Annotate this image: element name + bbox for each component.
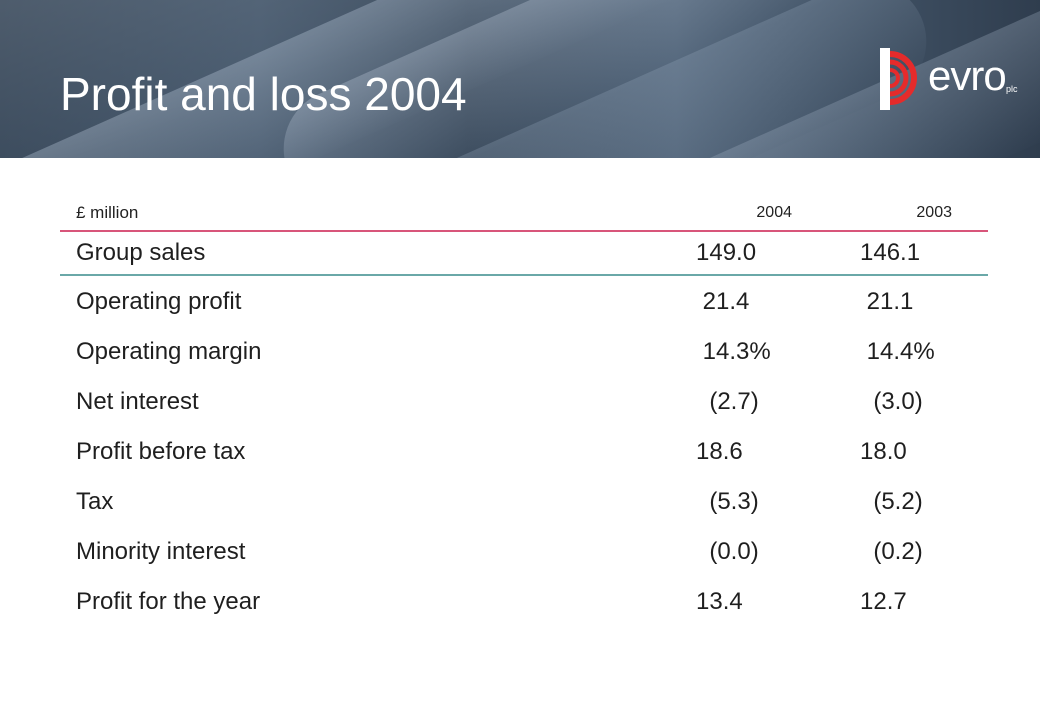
- table-row: Net interest (2.7) (3.0): [60, 376, 988, 426]
- value-2004: (2.7): [696, 388, 759, 415]
- value-2004: (5.3): [696, 488, 759, 515]
- value-2004: 13.4: [696, 588, 743, 615]
- row-label: Operating margin: [76, 338, 262, 365]
- value-2003: (0.2): [860, 538, 923, 565]
- value-2004: 18.6: [696, 438, 743, 465]
- row-label: Minority interest: [76, 538, 246, 565]
- slide-title: Profit and loss 2004: [60, 68, 467, 120]
- value-2004: 149.0: [696, 239, 757, 266]
- row-label: Operating profit: [76, 288, 242, 315]
- unit-label: £ million: [76, 203, 139, 222]
- table-row: Profit for the year 13.4 12.7: [60, 576, 988, 626]
- value-2003: 18.0: [860, 438, 907, 465]
- column-header-2003: 2003: [916, 204, 952, 221]
- logo-d-mark-icon: [880, 48, 917, 110]
- row-label: Profit before tax: [76, 438, 246, 465]
- table-row: Operating profit 21.4 21.1: [60, 276, 988, 326]
- row-label: Net interest: [76, 388, 199, 415]
- value-2004: 21.4: [696, 288, 750, 315]
- title-banner: Profit and loss 2004 evro plc: [0, 0, 1040, 158]
- value-2003: 21.1: [860, 288, 914, 315]
- row-label: Profit for the year: [76, 588, 261, 615]
- value-2004: 14.3%: [696, 338, 771, 365]
- value-2003: (3.0): [860, 388, 923, 415]
- table-row: Tax (5.3) (5.2): [60, 476, 988, 526]
- value-2004: (0.0): [696, 538, 759, 565]
- table-row: Group sales 149.0 146.1: [60, 232, 988, 276]
- table-row: Operating margin 14.3% 14.4%: [60, 326, 988, 376]
- logo-suffix: plc: [1006, 84, 1018, 94]
- profit-loss-table: £ million 2004 2003 Group sales 149.0 14…: [60, 196, 988, 626]
- value-2003: 14.4%: [860, 338, 935, 365]
- value-2003: 146.1: [860, 239, 921, 266]
- value-2003: 12.7: [860, 588, 907, 615]
- table-header-row: £ million 2004 2003: [60, 196, 988, 232]
- table-row: Profit before tax 18.6 18.0: [60, 426, 988, 476]
- row-label: Tax: [76, 488, 114, 515]
- row-label: Group sales: [76, 239, 206, 266]
- column-header-2004: 2004: [756, 204, 792, 221]
- logo-wordmark: evro: [928, 52, 1007, 99]
- value-2003: (5.2): [860, 488, 923, 515]
- table-row: Minority interest (0.0) (0.2): [60, 526, 988, 576]
- devro-logo: evro plc: [876, 42, 1026, 114]
